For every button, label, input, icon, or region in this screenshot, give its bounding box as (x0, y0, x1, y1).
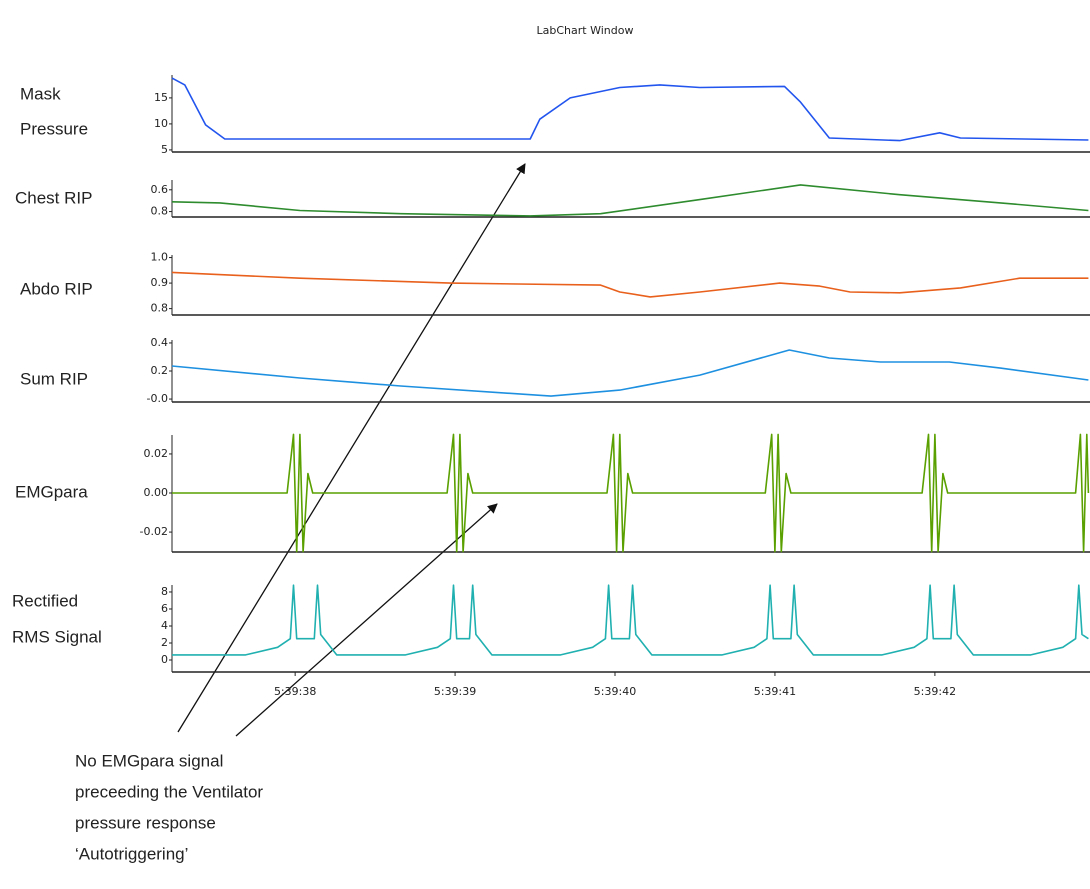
trace (172, 433, 1090, 553)
x-tick-label: 5:39:41 (754, 685, 796, 698)
y-tick-label: 10 (154, 117, 168, 130)
y-tick-label: 2 (161, 636, 168, 649)
y-tick-label: 1.0 (151, 251, 169, 264)
y-tick-label: 0.8 (151, 302, 169, 315)
window-title: LabChart Window (537, 24, 634, 37)
y-tick-label: 0.00 (144, 486, 169, 499)
trace (171, 184, 1089, 217)
y-tick-label: 6 (161, 602, 168, 615)
trace (171, 77, 1089, 142)
channel-label: EMGpara (15, 482, 88, 501)
trace (172, 584, 1089, 656)
y-tick-label: 15 (154, 91, 168, 104)
annotation-text: No EMGpara signal (75, 751, 223, 770)
channel-label: Rectified (12, 591, 78, 610)
y-tick-label: 8 (161, 585, 168, 598)
channel-label: Chest RIP (15, 188, 92, 207)
y-tick-label: 0.9 (151, 276, 169, 289)
trace (171, 271, 1089, 298)
annotation-text: ‘Autotriggering’ (75, 844, 188, 863)
y-tick-label: 5 (161, 143, 168, 156)
y-tick-label: 0.02 (144, 447, 169, 460)
y-tick-label: 0.6 (151, 183, 169, 196)
annotation-text: pressure response (75, 813, 216, 832)
y-tick-label: 0 (161, 653, 168, 666)
channel-label: Mask (20, 84, 61, 103)
y-tick-label: -0.0 (147, 392, 168, 405)
x-tick-label: 5:39:40 (594, 685, 636, 698)
y-tick-label: 0.8 (151, 205, 169, 218)
y-tick-label: 4 (161, 619, 168, 632)
x-tick-label: 5:39:42 (914, 685, 956, 698)
arrow (177, 163, 526, 733)
y-tick-label: -0.02 (140, 525, 168, 538)
trace (171, 349, 1089, 397)
arrow (235, 503, 498, 737)
x-tick-label: 5:39:39 (434, 685, 476, 698)
x-tick-label: 5:39:38 (274, 685, 316, 698)
channel-label: Pressure (20, 119, 88, 138)
channel-label: Abdo RIP (20, 279, 93, 298)
y-tick-label: 0.2 (151, 364, 169, 377)
y-tick-label: 0.4 (151, 336, 169, 349)
annotation-text: preceeding the Ventilator (75, 782, 263, 801)
channel-label: Sum RIP (20, 369, 88, 388)
channel-label: RMS Signal (12, 627, 102, 646)
